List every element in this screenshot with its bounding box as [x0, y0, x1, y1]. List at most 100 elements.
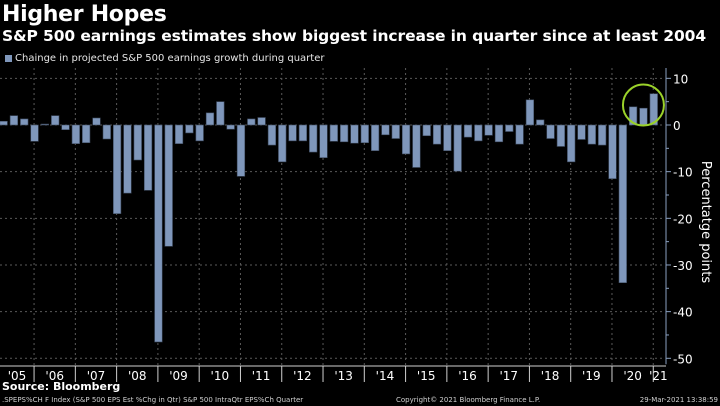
- y-axis: 10 0 -10 -20 -30 -40 -50: [665, 68, 693, 366]
- bar: [381, 124, 390, 136]
- legend-label: Chainge in projected S&P 500 earnings gr…: [15, 53, 325, 64]
- x-tick-label: '06: [45, 369, 64, 383]
- bar: [123, 124, 132, 194]
- bar: [639, 107, 648, 126]
- x-tick-label: '19: [582, 369, 601, 383]
- bar: [629, 106, 638, 126]
- bar: [587, 124, 596, 145]
- bar: [133, 124, 142, 161]
- timestamp: 29-Mar-2021 13:38:59: [639, 396, 718, 404]
- y-tick-label: -40: [673, 306, 693, 320]
- bar: [267, 124, 277, 146]
- x-tick-label: '08: [128, 369, 147, 383]
- bar: [463, 124, 473, 138]
- bar: [329, 124, 338, 142]
- bar: [432, 124, 442, 145]
- bar: [608, 124, 617, 179]
- chart-subtitle: S&P 500 earnings estimates show biggest …: [2, 27, 707, 45]
- bar: [309, 124, 318, 153]
- bar: [71, 124, 80, 144]
- bar: [494, 124, 504, 143]
- x-tick-label: '15: [417, 369, 436, 383]
- bar: [278, 124, 287, 163]
- bar: [556, 124, 565, 147]
- bar: [298, 124, 307, 142]
- y-axis-label: Percentatge points: [698, 161, 713, 284]
- bar: [474, 124, 483, 142]
- bar: [401, 124, 411, 155]
- y-tick-label: 10: [673, 72, 688, 86]
- grid-lines: [0, 68, 665, 366]
- bar: [0, 120, 8, 126]
- bar: [226, 124, 235, 130]
- bar: [82, 124, 91, 144]
- chart-title: Higher Hopes: [2, 2, 167, 27]
- x-tick-label: '18: [541, 369, 560, 383]
- bar: [102, 124, 111, 140]
- y-tick-label: -20: [673, 212, 693, 226]
- ticker-description: .SPEPS%CH F Index (S&P 500 EPS Est %Chg …: [2, 396, 304, 404]
- x-tick-label: '21: [649, 369, 668, 383]
- x-axis: '05 '06 '07 '08 '09 '10 '11 '12 '13 '14 '15 '16 '17 '…: [0, 365, 668, 383]
- bars: [0, 93, 658, 343]
- x-tick-label: '05: [8, 369, 27, 383]
- bar: [391, 124, 400, 139]
- y-tick-label: -50: [673, 352, 693, 366]
- bar: [577, 124, 586, 140]
- bar: [350, 124, 359, 144]
- bar: [319, 124, 328, 158]
- bar: [205, 112, 215, 126]
- bar: [525, 99, 535, 126]
- bar: [20, 118, 29, 126]
- x-tick-label: '12: [293, 369, 312, 383]
- bar: [92, 117, 101, 126]
- bar: [649, 93, 658, 126]
- bar: [61, 124, 70, 130]
- bar: [453, 124, 462, 172]
- annotations: [621, 83, 665, 127]
- bar: [236, 124, 246, 177]
- legend: Chainge in projected S&P 500 earnings gr…: [5, 53, 324, 64]
- highlight-circle: [621, 83, 665, 127]
- x-tick-label: '14: [376, 369, 395, 383]
- x-tick-label: '16: [458, 369, 477, 383]
- bar: [247, 118, 256, 126]
- bar: [340, 124, 349, 143]
- bar: [30, 124, 39, 142]
- x-tick-label: '13: [334, 369, 353, 383]
- x-tick-label: '11: [252, 369, 271, 383]
- bar: [598, 124, 607, 146]
- bar: [371, 124, 380, 151]
- copyright: Copyright© 2021 Bloomberg Finance L.P.: [396, 396, 541, 404]
- legend-swatch: [5, 55, 12, 62]
- bar: [546, 124, 555, 139]
- bar: [185, 124, 194, 134]
- bar: [567, 124, 576, 163]
- y-tick-label: -30: [673, 259, 693, 273]
- bar: [143, 124, 153, 191]
- bar: [618, 124, 627, 284]
- bar: [443, 124, 452, 151]
- bar: [40, 123, 49, 126]
- bar: [154, 124, 163, 343]
- source-label: Source: Bloomberg: [2, 380, 121, 393]
- x-tick-label: '10: [211, 369, 230, 383]
- bar: [174, 124, 184, 144]
- x-tick-label: '07: [87, 369, 106, 383]
- bar: [412, 124, 421, 168]
- bar: [288, 124, 297, 142]
- bar: [257, 117, 266, 126]
- y-tick-label: -10: [673, 166, 693, 180]
- x-tick-label: '09: [169, 369, 188, 383]
- bar: [9, 115, 19, 126]
- bar: [360, 124, 369, 144]
- bar: [536, 119, 545, 126]
- y-tick-label: 0: [673, 119, 681, 133]
- x-tick-label: '17: [499, 369, 518, 383]
- bar: [216, 101, 225, 126]
- bar: [422, 124, 431, 137]
- bar: [164, 124, 173, 247]
- bar: [484, 124, 493, 136]
- x-tick-label: '20: [623, 369, 642, 383]
